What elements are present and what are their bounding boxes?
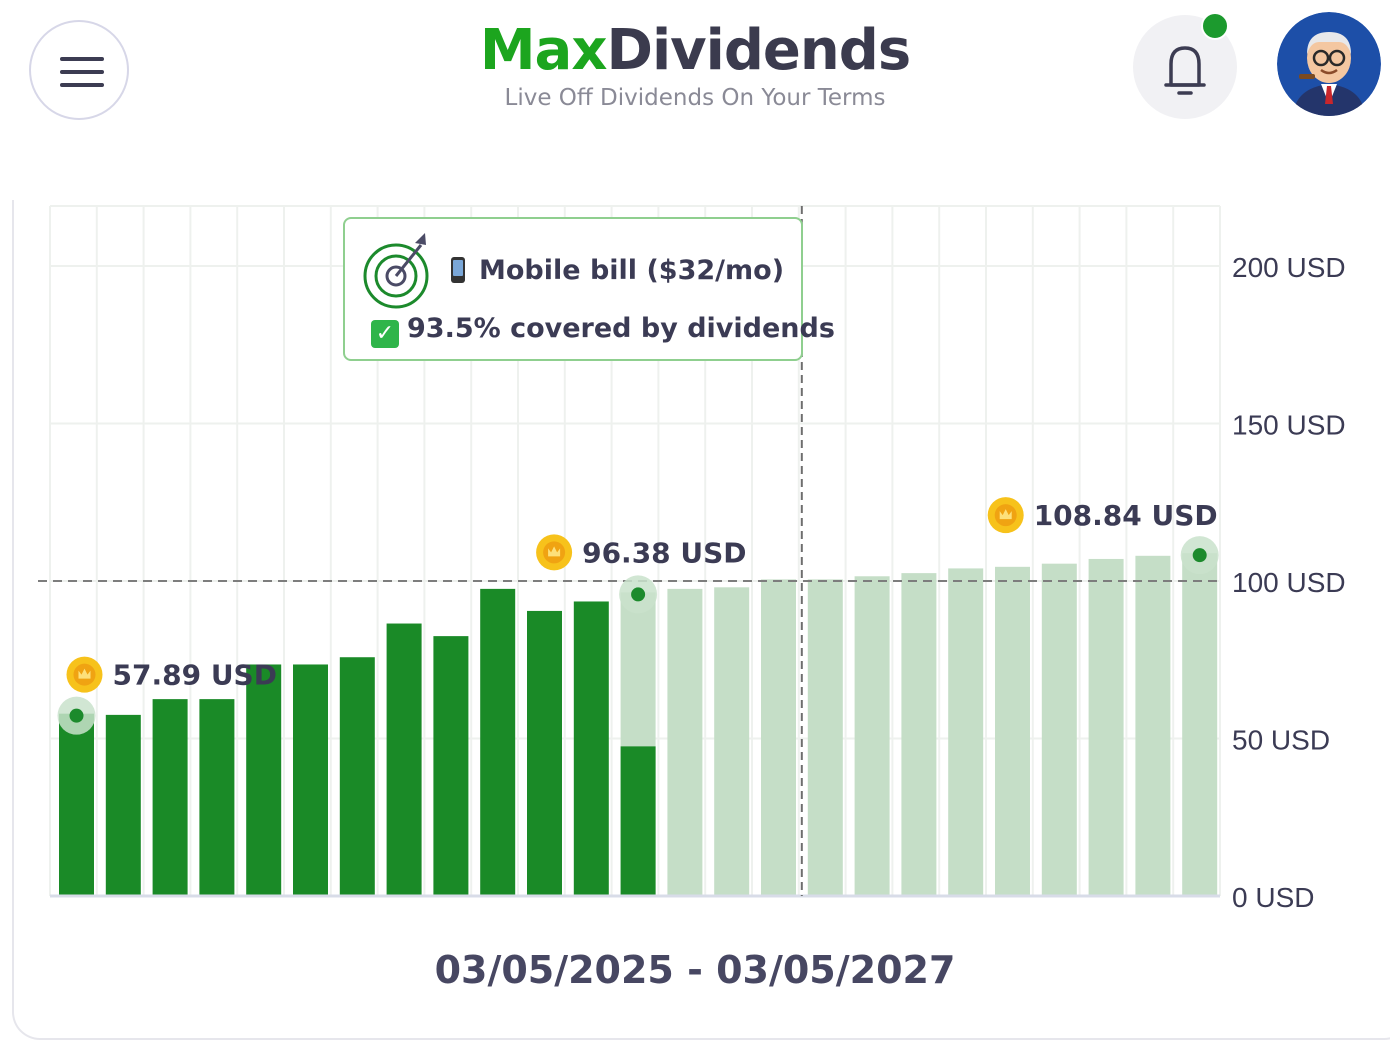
brand-tagline: Live Off Dividends On Your Terms [504,85,886,111]
bar-actual [59,713,94,896]
hamburger-icon [60,57,104,61]
bar-actual [152,699,188,896]
data-point-marker [631,587,646,602]
data-point-marker [1192,548,1207,563]
bar-projected [667,588,703,896]
y-tick-label: 150 USD [1232,410,1346,441]
dividend-bar-chart: 0 USD 50 USD 100 USD 150 USD 200 USD 57.89 US… [38,205,1346,913]
bar-actual [620,746,656,896]
data-label: 108.84 USD [1034,499,1218,532]
bar-actual [433,636,469,896]
bar-actual [293,664,328,896]
bar-actual [246,664,282,896]
check-mark-icon: ✓ [371,320,399,348]
bar-projected [1041,563,1077,896]
y-tick-label: 100 USD [1232,567,1346,598]
bar-actual [199,699,235,896]
brand-logo[interactable]: MaxDividends Live Off Dividends On Your … [0,20,1390,112]
data-label: 96.38 USD [582,536,746,569]
bar-projected [901,573,937,896]
goal-label: Mobile bill ($32/mo) [451,255,784,286]
bar-projected [1135,555,1171,896]
bar-projected [1088,558,1124,896]
bar-actual [573,601,609,896]
crown-icon [78,668,91,679]
crown-icon [999,509,1012,520]
bar-projected [854,576,890,896]
notification-badge [1201,12,1229,40]
hamburger-icon-line [60,83,104,87]
mobile-phone-icon [451,257,465,283]
y-tick-label: 200 USD [1232,252,1346,283]
data-point-marker [69,708,84,723]
user-avatar[interactable] [1277,12,1381,116]
bar-projected [995,566,1030,896]
bar-projected [714,587,750,896]
menu-button[interactable] [29,20,129,120]
y-tick-label: 50 USD [1232,725,1330,756]
bar-actual [386,623,422,896]
bar-actual [480,588,516,896]
bar-projected [761,579,796,896]
crown-icon [548,546,561,557]
date-range-label[interactable]: 03/05/2025 - 03/05/2027 [434,948,956,992]
target-icon [363,233,429,309]
avatar-icon [1277,12,1381,116]
bar-actual [339,657,375,896]
coverage-label: ✓ 93.5% covered by dividends [371,313,835,348]
bar-actual [105,714,141,896]
data-label: 57.89 USD [113,659,277,692]
bar-actual [527,610,562,896]
y-tick-label: 0 USD [1232,882,1314,913]
header: MaxDividends Live Off Dividends On Your … [0,0,1390,150]
bar-projected [807,579,843,896]
bar-projected [1182,553,1218,896]
bell-icon [1164,46,1206,95]
goal-tooltip: Mobile bill ($32/mo) ✓ 93.5% covered by d… [343,217,835,361]
brand-title: MaxDividends [479,18,911,83]
bar-projected [948,568,984,896]
hamburger-icon-line [60,70,104,74]
